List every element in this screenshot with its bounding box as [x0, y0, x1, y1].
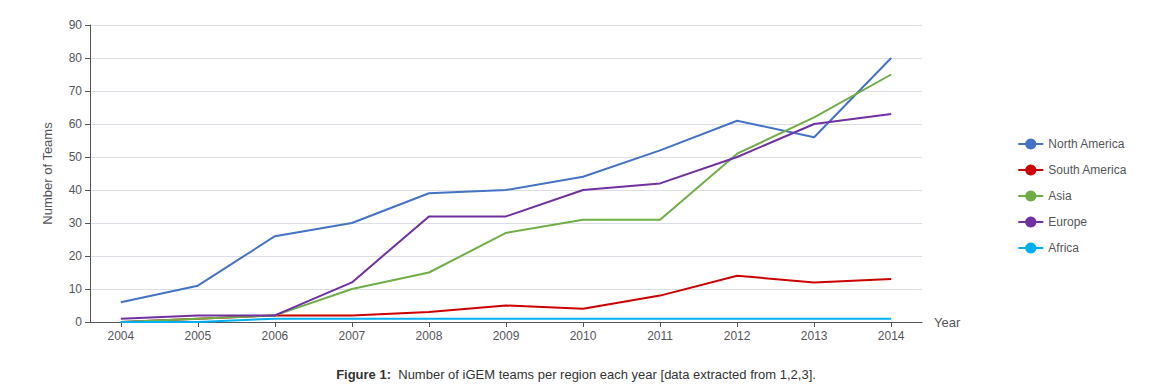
svg-text:Year: Year	[934, 315, 961, 330]
svg-text:2004: 2004	[107, 329, 134, 343]
svg-text:2013: 2013	[801, 329, 828, 343]
svg-text:2012: 2012	[724, 329, 751, 343]
svg-text:2014: 2014	[878, 329, 905, 343]
svg-text:30: 30	[69, 216, 83, 230]
svg-text:2006: 2006	[262, 329, 289, 343]
svg-text:Africa: Africa	[1048, 241, 1079, 255]
svg-text:2011: 2011	[647, 329, 673, 343]
svg-text:50: 50	[69, 150, 83, 164]
svg-text:Number of iGEM teams per regio: Number of iGEM teams per region each yea…	[391, 367, 816, 382]
svg-text:80: 80	[69, 51, 83, 65]
svg-text:2005: 2005	[185, 329, 212, 343]
svg-text:Figure 1:: Figure 1:	[336, 367, 391, 382]
svg-text:Number of Teams: Number of Teams	[40, 122, 55, 225]
svg-text:90: 90	[69, 18, 83, 32]
svg-text:0: 0	[75, 315, 82, 329]
svg-text:2008: 2008	[416, 329, 443, 343]
svg-text:70: 70	[69, 84, 83, 98]
svg-text:2010: 2010	[570, 329, 597, 343]
svg-text:Asia: Asia	[1048, 189, 1072, 203]
svg-text:20: 20	[69, 249, 83, 263]
svg-text:2009: 2009	[493, 329, 520, 343]
svg-text:Europe: Europe	[1048, 215, 1087, 229]
svg-text:60: 60	[69, 117, 83, 131]
svg-text:10: 10	[69, 282, 83, 296]
svg-text:2007: 2007	[339, 329, 366, 343]
svg-text:North America: North America	[1048, 137, 1124, 151]
svg-text:South America: South America	[1048, 163, 1126, 177]
svg-text:40: 40	[69, 183, 83, 197]
